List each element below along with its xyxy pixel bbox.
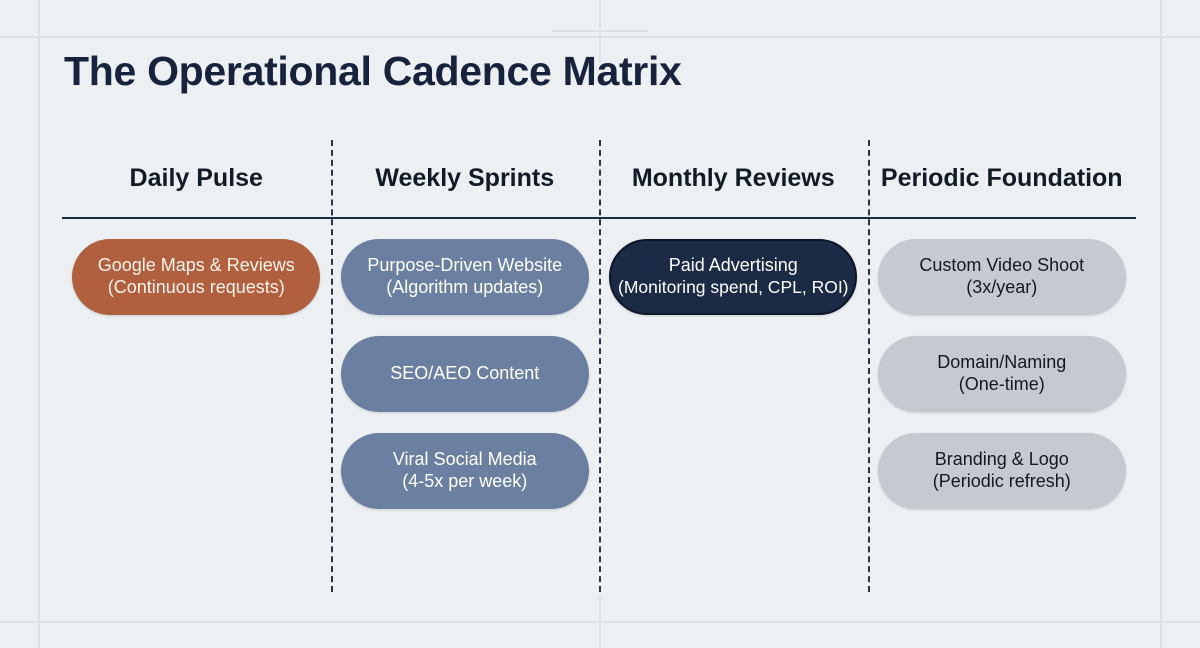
card-google-maps-reviews[interactable]: Google Maps & Reviews (Continuous reques… [72, 239, 321, 315]
card-purpose-driven-website[interactable]: Purpose-Driven Website (Algorithm update… [340, 239, 589, 315]
card-title: Custom Video Shoot [919, 255, 1085, 276]
card-title: Google Maps & Reviews [97, 255, 295, 276]
card-subtitle: (Periodic refresh) [932, 471, 1071, 491]
column-card-list: Google Maps & Reviews (Continuous reques… [70, 216, 323, 315]
card-seo-aeo-content[interactable]: SEO/AEO Content [340, 336, 589, 412]
card-title: Domain/Naming [937, 352, 1067, 373]
card-subtitle: (Monitoring spend, CPL, ROI) [618, 277, 849, 298]
card-viral-social-media[interactable]: Viral Social Media (4-5x per week) [340, 433, 589, 509]
matrix-column-monthly-reviews: Monthly Reviews Paid Advertising (Monito… [599, 140, 868, 600]
card-subtitle: (One-time) [958, 374, 1045, 394]
card-custom-video-shoot[interactable]: Custom Video Shoot (3x/year) [877, 239, 1126, 315]
card-domain-naming[interactable]: Domain/Naming (One-time) [877, 336, 1126, 412]
card-subtitle: (4-5x per week) [402, 471, 528, 491]
matrix-column-periodic-foundation: Periodic Foundation Custom Video Shoot (… [867, 140, 1137, 600]
cadence-matrix: Daily Pulse Google Maps & Reviews (Conti… [62, 140, 1136, 600]
column-header: Periodic Foundation [880, 163, 1123, 192]
card-title: Paid Advertising [668, 255, 798, 276]
card-paid-advertising[interactable]: Paid Advertising (Monitoring spend, CPL,… [609, 239, 858, 315]
card-subtitle: (Algorithm updates) [386, 277, 544, 297]
card-title: Viral Social Media [392, 449, 537, 470]
matrix-column-weekly-sprints: Weekly Sprints Purpose-Driven Website (A… [330, 140, 600, 600]
card-title: SEO/AEO Content [390, 363, 540, 384]
column-header: Weekly Sprints [375, 163, 555, 192]
column-card-list: Purpose-Driven Website (Algorithm update… [339, 216, 592, 509]
column-card-list: Paid Advertising (Monitoring spend, CPL,… [607, 216, 860, 315]
column-card-list: Custom Video Shoot (3x/year) Domain/Nami… [876, 216, 1129, 509]
page-title: The Operational Cadence Matrix [64, 48, 682, 94]
column-header: Monthly Reviews [631, 163, 835, 192]
card-subtitle: (3x/year) [966, 277, 1038, 297]
card-subtitle: (Continuous requests) [107, 277, 285, 297]
header-underline-rule [62, 217, 1136, 219]
matrix-column-daily-pulse: Daily Pulse Google Maps & Reviews (Conti… [62, 140, 331, 600]
column-header: Daily Pulse [129, 163, 263, 192]
card-branding-logo[interactable]: Branding & Logo (Periodic refresh) [877, 433, 1126, 509]
card-title: Purpose-Driven Website [367, 255, 563, 276]
card-title: Branding & Logo [934, 449, 1069, 470]
